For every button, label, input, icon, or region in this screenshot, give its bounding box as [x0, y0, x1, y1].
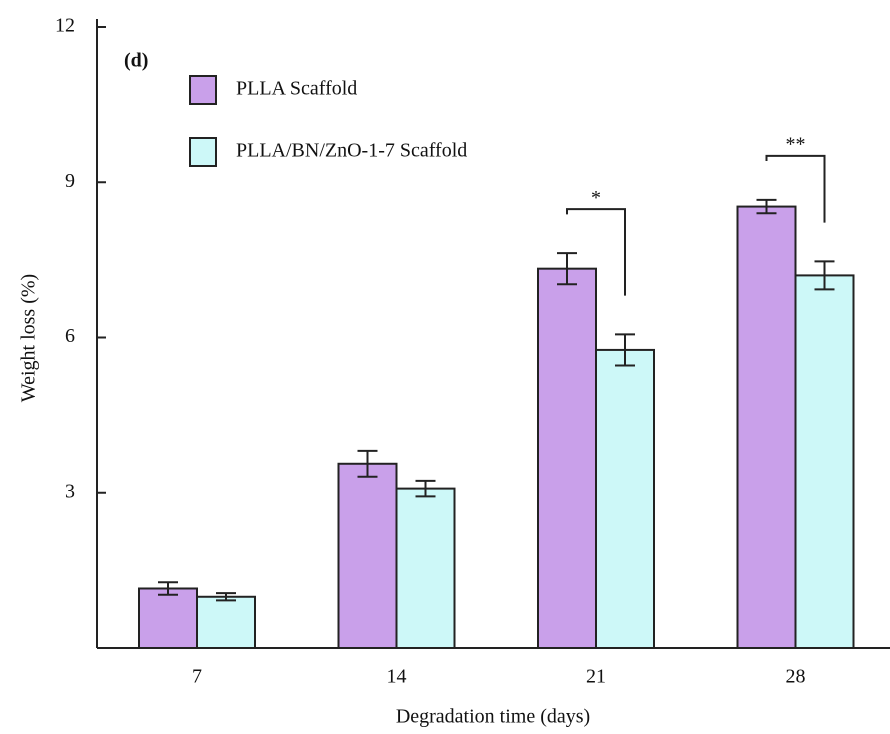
legend-swatch: [189, 75, 217, 105]
y-tick-label: 12: [55, 15, 75, 37]
legend-label: PLLA/BN/ZnO-1-7 Scaffold: [236, 140, 467, 162]
bar: [537, 267, 597, 649]
y-tick-label: 3: [65, 480, 75, 502]
error-bar: [158, 581, 178, 596]
x-axis-label: Degradation time (days): [396, 706, 590, 728]
y-tick-label: 9: [65, 170, 75, 192]
significance-bracket: [566, 208, 626, 296]
y-axis-label: Weight loss (%): [18, 274, 40, 402]
y-tick-label: 6: [65, 325, 75, 347]
error-bar: [814, 260, 835, 291]
bar: [337, 462, 398, 649]
error-bar: [557, 252, 577, 286]
legend-swatch: [189, 137, 217, 167]
bar: [736, 205, 797, 649]
x-tick-label: 28: [786, 666, 806, 688]
x-tick-label: 7: [192, 666, 202, 688]
bar: [395, 487, 456, 649]
significance-label: **: [786, 133, 806, 155]
bar: [595, 348, 655, 649]
legend-label: PLLA Scaffold: [236, 78, 357, 100]
error-bar: [357, 449, 378, 478]
error-bar: [216, 592, 236, 602]
bar: [794, 274, 855, 649]
error-bar: [415, 479, 436, 498]
bar: [138, 587, 198, 649]
significance-bracket: [765, 154, 826, 223]
significance-label: *: [591, 187, 601, 209]
x-tick-label: 14: [387, 666, 407, 688]
bar: [196, 595, 256, 650]
x-tick-label: 21: [586, 666, 606, 688]
panel-label: (d): [124, 50, 148, 72]
error-bar: [615, 333, 635, 367]
error-bar: [756, 198, 777, 215]
